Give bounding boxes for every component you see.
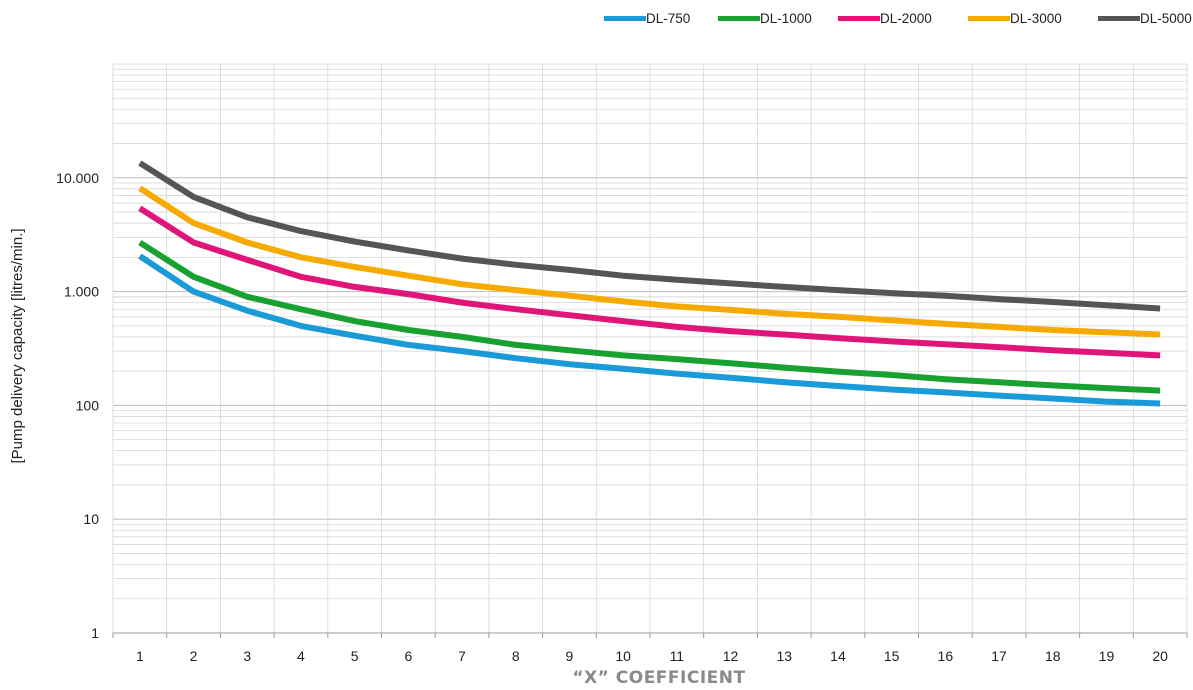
legend-swatch [604, 16, 646, 21]
x-tick-label: 15 [884, 648, 900, 664]
x-tick-label: 4 [297, 648, 305, 664]
x-tick-label: 12 [723, 648, 739, 664]
legend-item-dl-5000: DL-5000 [1098, 11, 1192, 26]
legend-swatch [1098, 16, 1140, 21]
x-tick-label: 19 [1099, 648, 1115, 664]
x-tick-label: 8 [512, 648, 520, 664]
legend-label: DL-5000 [1140, 11, 1192, 26]
axes [112, 632, 1188, 638]
x-tick-label: 2 [190, 648, 198, 664]
legend-label: DL-2000 [880, 11, 932, 26]
legend-item-dl-3000: DL-3000 [968, 11, 1062, 26]
y-tick-labels: 1 10 100 1.000 10.000 [56, 170, 99, 641]
x-tick-label: 17 [991, 648, 1007, 664]
legend: DL-750 DL-1000 DL-2000 DL-3000 DL-5000 [604, 11, 1192, 26]
x-tick-label: 7 [458, 648, 466, 664]
series-lines [138, 160, 1161, 407]
series-line-dl-1000 [138, 239, 1161, 394]
x-tick-label: 20 [1152, 648, 1168, 664]
x-tick-label: 1 [136, 648, 144, 664]
y-tick-label: 100 [76, 397, 100, 413]
legend-label: DL-750 [646, 11, 690, 26]
y-tick-label: 1 [91, 625, 99, 641]
series-line-dl-2000 [138, 205, 1161, 359]
legend-label: DL-3000 [1010, 11, 1062, 26]
x-tick-label: 16 [938, 648, 954, 664]
x-axis-label: “X” COEFFICIENT [572, 668, 745, 688]
legend-label: DL-1000 [760, 11, 812, 26]
y-tick-label: 10 [83, 511, 99, 527]
y-axis-label: [Pump delivery capacity [litres/min.] [9, 228, 26, 463]
x-tick-labels: 1 2 3 4 5 6 7 8 9 10 11 12 13 14 15 16 17 18 19 20 [136, 648, 1168, 664]
y-tick-label: 1.000 [64, 284, 99, 300]
legend-swatch [718, 16, 760, 21]
y-tick-label: 10.000 [56, 170, 99, 186]
legend-item-dl-2000: DL-2000 [838, 11, 932, 26]
x-tick-label: 3 [243, 648, 251, 664]
x-tick-label: 10 [615, 648, 631, 664]
legend-swatch [968, 16, 1010, 21]
series-line-dl-3000 [138, 185, 1161, 338]
x-tick-label: 9 [566, 648, 574, 664]
x-tick-label: 6 [404, 648, 412, 664]
x-tick-label: 5 [351, 648, 359, 664]
series-line-dl-750 [138, 253, 1161, 407]
x-tick-label: 11 [670, 648, 685, 664]
x-tick-label: 14 [830, 648, 846, 664]
legend-item-dl-1000: DL-1000 [718, 11, 812, 26]
x-tick-label: 13 [776, 648, 792, 664]
x-tick-label: 18 [1045, 648, 1061, 664]
legend-swatch [838, 16, 880, 21]
legend-item-dl-750: DL-750 [604, 11, 690, 26]
series-line-dl-5000 [138, 160, 1161, 312]
